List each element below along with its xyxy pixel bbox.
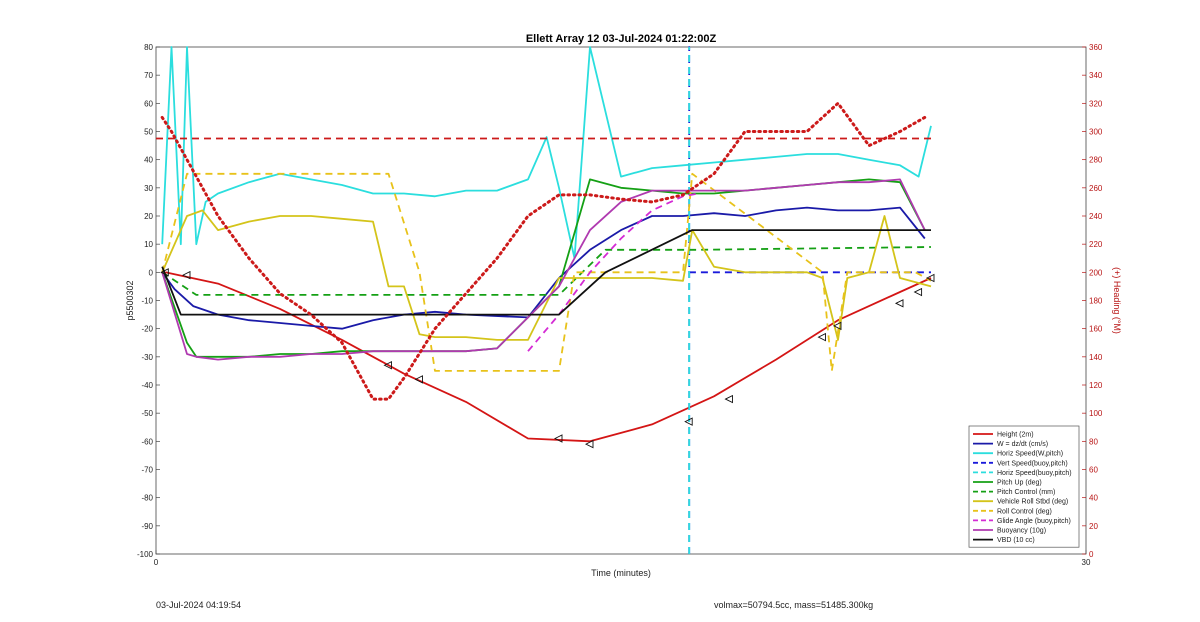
legend-label: Roll Control (deg) <box>997 508 1052 515</box>
y-tick-label: 80 <box>144 43 153 52</box>
series-line-1 <box>161 206 926 330</box>
y2-tick-label: 100 <box>1089 409 1103 418</box>
y-tick-label: -70 <box>141 466 153 475</box>
height-marker <box>584 439 594 449</box>
height-marker <box>913 287 923 297</box>
legend: Height (2m) W = dz/dt (cm/s) Horiz Speed(W… <box>968 425 1080 548</box>
y2-tick-label: 260 <box>1089 184 1103 193</box>
y-tick-label: 10 <box>144 240 153 249</box>
y2-tick-label: 320 <box>1089 99 1103 108</box>
height-marker <box>724 394 733 404</box>
height-marker <box>894 299 904 308</box>
y2-tick-label: 340 <box>1089 71 1103 80</box>
marker-layer <box>160 268 935 449</box>
legend-label: Buoyancy (10g) <box>997 528 1046 535</box>
y2-tick-label: 140 <box>1089 353 1103 362</box>
series-line-8 <box>161 172 932 372</box>
height-marker <box>181 270 191 280</box>
y2-tick-label: 240 <box>1089 212 1103 221</box>
legend-label: Horiz Speed(buoy,pitch) <box>997 470 1072 477</box>
x-tick-label: 30 <box>1082 558 1091 567</box>
y-tick-label: -60 <box>141 437 153 446</box>
height-marker <box>383 361 392 370</box>
legend-label: Horiz Speed(W,pitch) <box>997 451 1063 458</box>
x-axis-label: Time (minutes) <box>591 568 651 578</box>
y-tick-label: 30 <box>144 184 153 193</box>
legend-label: Vehicle Roll Stbd (deg) <box>997 499 1068 506</box>
footer-volmax: volmax=50794.5cc, mass=51485.300kg <box>714 600 874 610</box>
y-tick-label: 0 <box>149 268 154 277</box>
height-marker <box>817 332 826 342</box>
y-tick-label: -100 <box>137 550 154 559</box>
y-tick-label: -40 <box>141 381 153 390</box>
height-marker <box>414 375 423 384</box>
bottom-axis-ticks: 0 30 <box>154 550 1091 567</box>
y-tick-label: -50 <box>141 409 153 418</box>
plot-area <box>155 46 1087 555</box>
legend-label: W = dz/dt (cm/s) <box>997 441 1048 448</box>
y2-axis-label: (+) Heading (°M) <box>1112 267 1122 334</box>
legend-label: Vert Speed(buoy,pitch) <box>997 460 1068 467</box>
y-tick-label: 20 <box>144 212 153 221</box>
y-tick-label: -30 <box>141 353 153 362</box>
legend-label: Height (2m) <box>997 432 1034 439</box>
height-marker <box>553 434 563 443</box>
y2-tick-label: 160 <box>1089 325 1103 334</box>
y2-tick-label: 120 <box>1089 381 1103 390</box>
left-axis-ticks: 80 70 60 50 40 30 20 10 0 -10 -20 -30 -40 -50 -60 -70 -8… <box>137 43 160 559</box>
footer-timestamp: 03-Jul-2024 04:19:54 <box>156 600 242 610</box>
height-marker <box>684 417 693 426</box>
y2-tick-label: 300 <box>1089 128 1103 137</box>
y2-tick-label: 40 <box>1089 494 1098 503</box>
legend-label: Pitch Up (deg) <box>997 480 1042 487</box>
series-line-11 <box>161 229 931 316</box>
y-tick-label: -90 <box>141 522 153 531</box>
y-tick-label: 50 <box>144 128 153 137</box>
y2-tick-label: 220 <box>1089 240 1103 249</box>
legend-label: Pitch Control (mm) <box>997 489 1055 496</box>
y2-tick-label: 60 <box>1089 466 1098 475</box>
height-marker <box>832 321 842 331</box>
y-tick-label: -20 <box>141 325 153 334</box>
y2-tick-label: 20 <box>1089 522 1098 531</box>
y-tick-label: 60 <box>144 99 153 108</box>
series-line-10 <box>161 178 926 361</box>
series-line-12 <box>160 101 927 401</box>
y2-tick-label: 80 <box>1089 437 1098 446</box>
legend-label: Glide Angle (buoy,pitch) <box>997 518 1071 525</box>
right-axis-ticks: 3603403203002802602402202001801601401201… <box>1082 43 1103 559</box>
height-marker <box>160 268 169 277</box>
y2-tick-label: 0 <box>1089 550 1094 559</box>
y-tick-label: -10 <box>141 297 153 306</box>
legend-frame <box>968 425 1080 548</box>
y2-tick-label: 360 <box>1089 43 1103 52</box>
chart-title: Ellett Array 12 03-Jul-2024 01:22:00Z <box>526 33 717 45</box>
y-axis-label: p5500302 <box>125 280 135 320</box>
y-tick-label: -80 <box>141 494 153 503</box>
y2-tick-label: 280 <box>1089 156 1103 165</box>
y2-tick-label: 180 <box>1089 297 1103 306</box>
y2-tick-label: 200 <box>1089 268 1103 277</box>
series-layer <box>156 46 932 554</box>
y-tick-label: 70 <box>144 71 153 80</box>
x-tick-label: 0 <box>154 558 159 567</box>
series-line-7 <box>161 209 932 341</box>
height-marker <box>925 273 935 283</box>
y-tick-label: 40 <box>144 156 153 165</box>
legend-label: VBD (10 cc) <box>997 537 1035 544</box>
